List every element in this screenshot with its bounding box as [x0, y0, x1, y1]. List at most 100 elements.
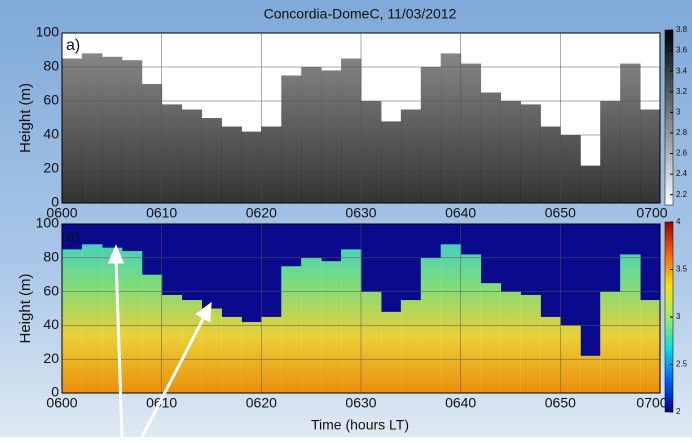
x-tick-label: 0620: [246, 395, 277, 411]
echo-column: [620, 254, 641, 393]
echo-column: [321, 70, 342, 204]
echo-column: [321, 261, 342, 393]
echo-column: [81, 244, 103, 393]
arrowhead: [107, 244, 125, 264]
colorbar-tick-label: 3: [676, 107, 681, 116]
echo-column: [201, 118, 222, 203]
echo-column: [241, 131, 262, 203]
x-tick-label: 0640: [445, 395, 476, 411]
echo-column: [181, 109, 203, 203]
echo-column: [81, 53, 103, 204]
y-tick-label: 60: [43, 282, 59, 298]
arrowhead: [195, 301, 212, 323]
echo-column: [380, 311, 402, 393]
colorbar-tick-label: 2.5: [676, 360, 688, 369]
arrows: [107, 244, 212, 438]
plot-frame: [61, 223, 661, 394]
echo-column: [181, 300, 203, 393]
colorbar-tick-label: 3.5: [676, 265, 688, 274]
panel-label: a): [66, 228, 80, 245]
y-tick-label: 100: [36, 24, 60, 40]
echo-column: [480, 283, 502, 393]
panel-label: a): [66, 37, 80, 54]
x-tick-label: 0610: [146, 205, 177, 221]
echo-column: [141, 274, 163, 393]
y-tick-label: 40: [43, 126, 59, 142]
colorbar-tick-label: 3.8: [676, 25, 688, 34]
y-tick-label: 0: [51, 384, 59, 400]
y-tick-label: 80: [43, 58, 59, 74]
echo-column: [640, 300, 661, 393]
echo-column: [62, 58, 83, 203]
echo-column: [221, 126, 242, 203]
echo-column: [640, 109, 661, 203]
colorbar-tick-label: 3.6: [676, 46, 688, 55]
colorbar-tick-label: 2.4: [676, 169, 688, 178]
echo-column: [400, 109, 422, 203]
echo-column: [600, 291, 621, 393]
x-tick-label: 0640: [445, 205, 476, 221]
echo-column: [520, 104, 541, 203]
echo-column: [440, 244, 462, 393]
echo-column: [221, 316, 242, 393]
echo-column: [241, 322, 262, 393]
chart-title: Concordia-DomeC, 11/03/2012: [264, 6, 457, 22]
echo-column: [400, 300, 422, 393]
echo-column: [520, 294, 541, 393]
x-tick-label: 0630: [345, 205, 376, 221]
plot-frame: [61, 32, 661, 204]
x-axis-label: Time (hours LT): [311, 417, 409, 433]
echo-column: [121, 251, 143, 393]
echo-column: [540, 316, 561, 393]
colorbar: [664, 29, 674, 206]
echo-column: [121, 60, 143, 204]
echo-column: [440, 53, 462, 204]
x-tick-label: 0630: [345, 395, 376, 411]
echo-column: [341, 249, 362, 393]
y-tick-label: 60: [43, 92, 59, 108]
arrow: [140, 314, 207, 438]
echo-column: [540, 126, 561, 203]
echo-column: [361, 101, 382, 203]
y-tick-label: 80: [43, 249, 59, 265]
echo-column: [161, 104, 183, 203]
echo-column: [261, 126, 282, 203]
echo-column: [620, 63, 641, 203]
echo-column: [62, 249, 83, 393]
y-tick-label: 20: [43, 160, 59, 176]
y-axis-label: Height (m): [17, 83, 34, 153]
x-tick-label: 0650: [545, 395, 576, 411]
echo-column: [201, 308, 222, 393]
colorbar-tick-label: 2: [676, 407, 681, 416]
echo-column: [500, 101, 521, 203]
colorbar-tick-label: 2.8: [676, 128, 688, 137]
x-tick-label: 0600: [46, 205, 77, 221]
echo-column: [480, 92, 502, 203]
echo-column: [341, 58, 362, 203]
echo-column: [460, 63, 482, 203]
echo-column: [580, 355, 601, 393]
echo-column: [600, 101, 621, 203]
arrow: [114, 257, 124, 438]
echo-column: [380, 121, 402, 203]
y-tick-label: 100: [36, 215, 60, 231]
colorbar-tick-label: 2.6: [676, 149, 688, 158]
echo-column: [580, 165, 601, 203]
x-tick-label: 0600: [46, 395, 77, 411]
x-tick-label: 0700: [636, 395, 667, 411]
echo-column: [141, 84, 163, 203]
echo-column: [500, 291, 521, 393]
x-tick-label: 0700: [636, 205, 667, 221]
y-tick-label: 0: [51, 194, 59, 210]
y-tick-label: 20: [43, 350, 59, 366]
colorbar-tick-label: 3.4: [676, 66, 688, 75]
x-tick-label: 0620: [246, 205, 277, 221]
colorbar-tick-label: 2.2: [676, 190, 688, 199]
echo-column: [261, 316, 282, 393]
x-tick-label: 0650: [545, 205, 576, 221]
echo-column: [460, 254, 482, 393]
y-axis-label: Height (m): [17, 273, 34, 343]
